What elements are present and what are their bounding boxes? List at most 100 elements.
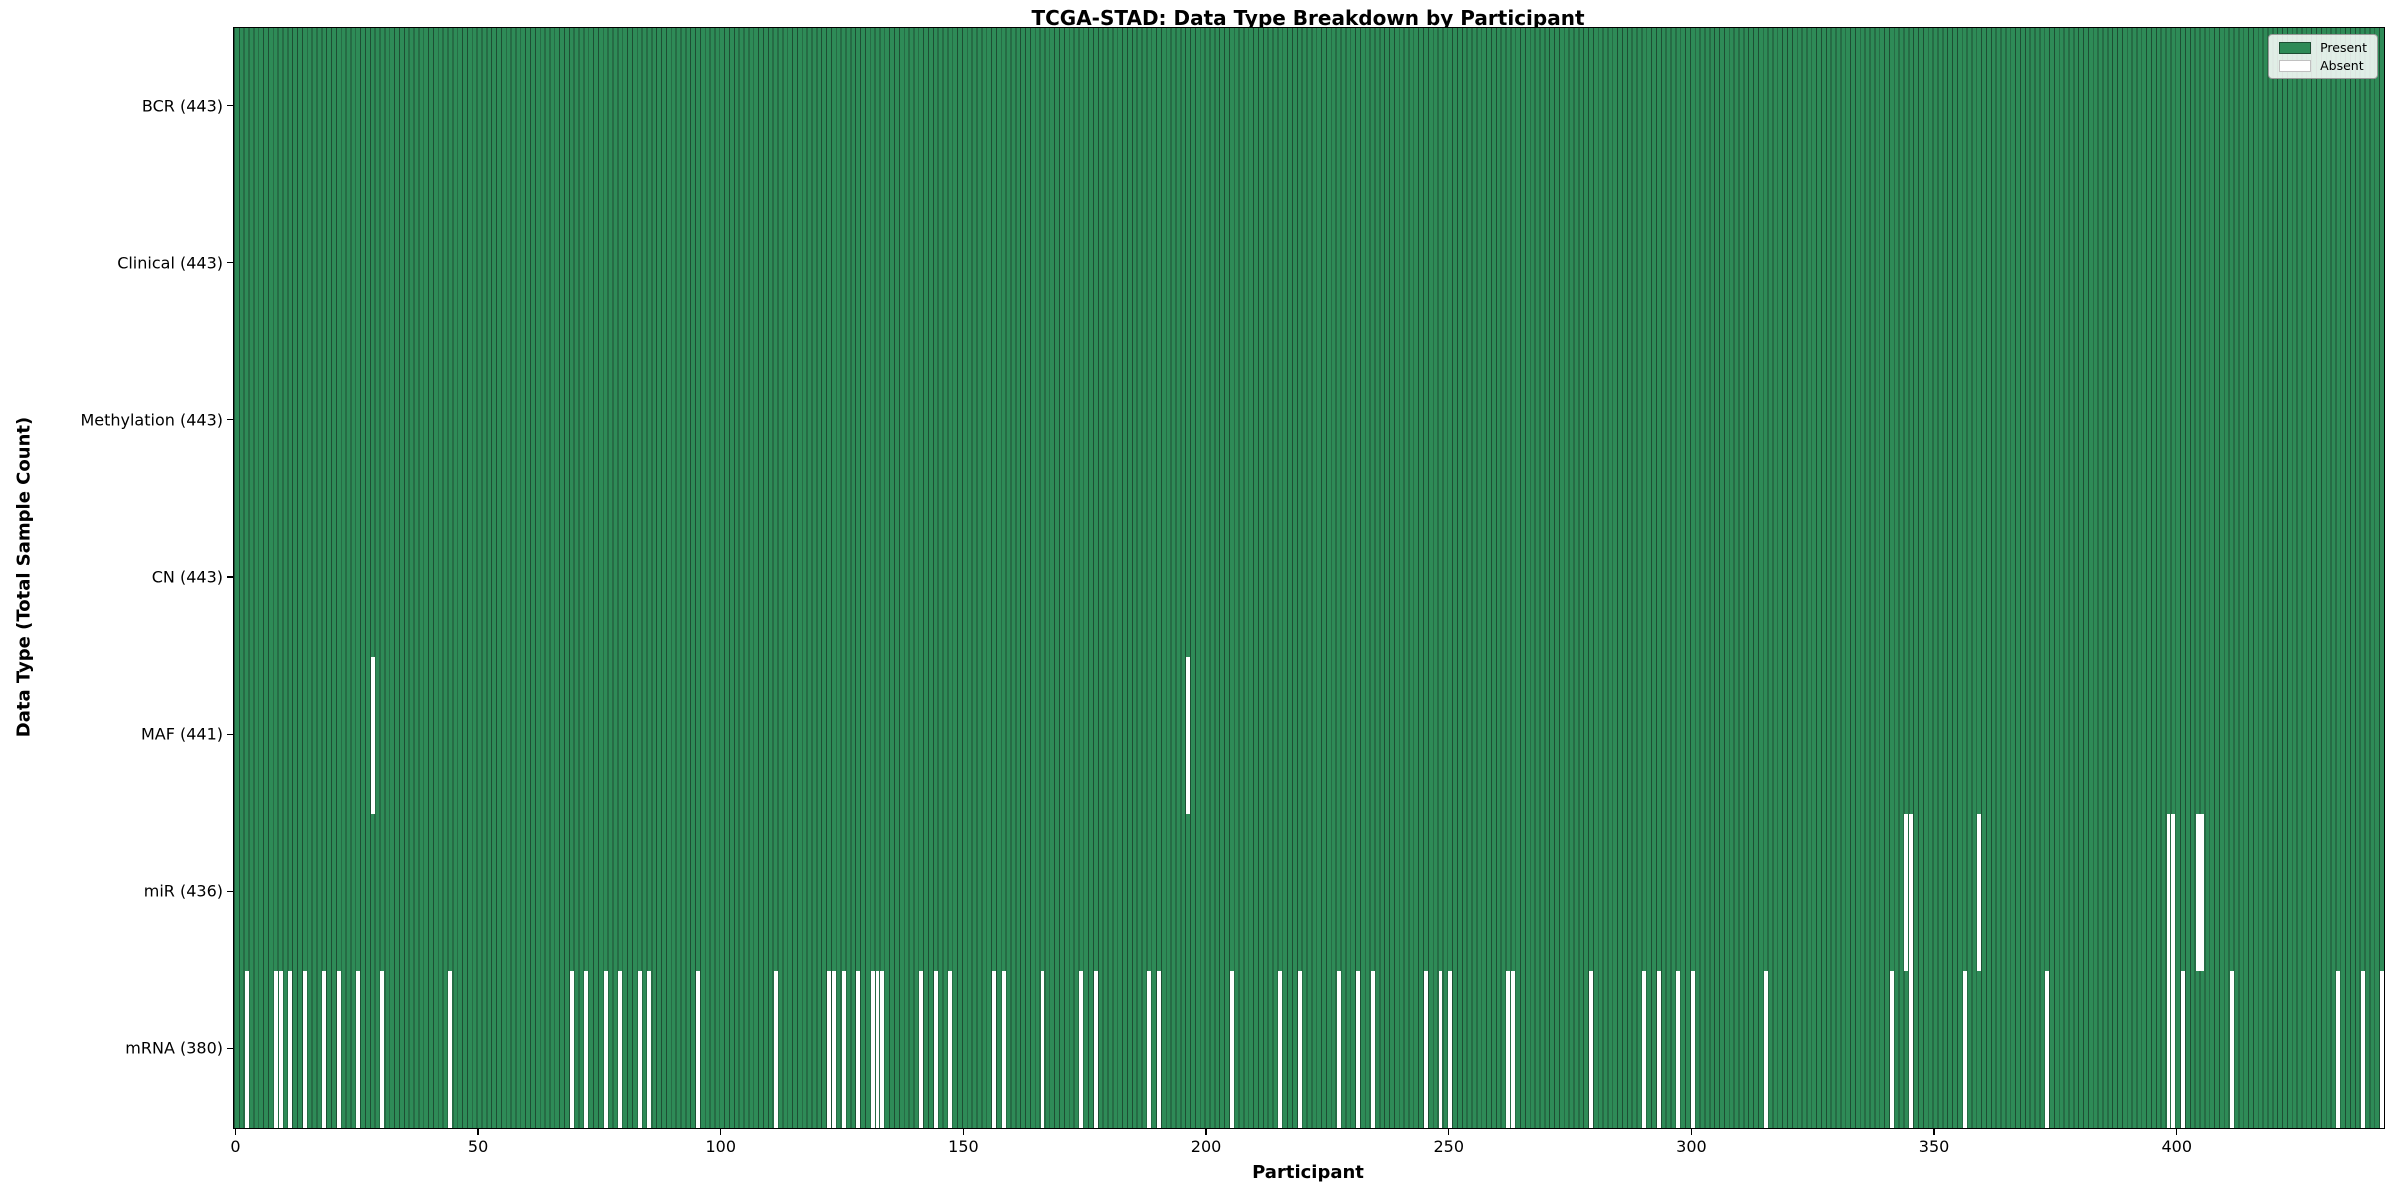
x-tick-mark xyxy=(234,1129,236,1135)
heatmap-row-Clinical xyxy=(234,185,2384,344)
absent-gap xyxy=(919,970,924,1128)
y-tick-label-miR: miR (436) xyxy=(143,881,223,901)
x-tick-label-250: 250 xyxy=(1433,1137,1465,1156)
x-tick-mark xyxy=(1933,1129,1935,1135)
x-tick-mark xyxy=(1690,1129,1692,1135)
absent-gap xyxy=(2336,970,2341,1128)
absent-gap xyxy=(2380,970,2384,1128)
y-tick-mark xyxy=(227,262,233,264)
y-tick-mark xyxy=(227,733,233,735)
absent-gap xyxy=(322,970,327,1128)
absent-gap xyxy=(1297,970,1302,1128)
absent-gap xyxy=(1656,970,1661,1128)
absent-gap xyxy=(336,970,341,1128)
absent-gap xyxy=(2360,970,2365,1128)
absent-gap xyxy=(1040,970,1045,1128)
plot-area: Present Absent xyxy=(233,27,2385,1129)
absent-gap xyxy=(1690,970,1695,1128)
absent-gap xyxy=(2200,813,2205,971)
chart-title: TCGA-STAD: Data Type Breakdown by Partic… xyxy=(1031,6,1585,30)
absent-gap xyxy=(1676,970,1681,1128)
legend-entry-present: Present xyxy=(2279,41,2367,54)
y-tick-label-MAF: MAF (441) xyxy=(140,724,223,744)
legend-label-present: Present xyxy=(2320,40,2367,55)
y-axis-label: Data Type (Total Sample Count) xyxy=(13,416,35,738)
absent-gap xyxy=(1001,970,1006,1128)
legend-label-absent: Absent xyxy=(2320,58,2364,73)
absent-gap xyxy=(1962,970,1967,1128)
absent-gap xyxy=(288,970,293,1128)
absent-gap xyxy=(1157,970,1161,1128)
heatmap-row-miR xyxy=(234,813,2384,972)
y-tick-mark xyxy=(227,890,233,892)
x-tick-mark xyxy=(720,1129,722,1135)
y-tick-mark xyxy=(227,104,233,107)
absent-gap xyxy=(826,970,831,1128)
absent-gap xyxy=(380,970,385,1128)
heatmap-row-Methylation xyxy=(234,342,2384,501)
absent-gap xyxy=(356,970,361,1128)
absent-gap xyxy=(370,656,375,814)
absent-gap xyxy=(1909,813,1914,971)
absent-gap xyxy=(2229,970,2234,1128)
x-tick-label-350: 350 xyxy=(1918,1137,1950,1156)
absent-gap xyxy=(1506,970,1511,1128)
absent-gap xyxy=(870,970,875,1128)
absent-gap xyxy=(773,970,778,1128)
absent-gap xyxy=(2045,970,2050,1128)
absent-gap xyxy=(1889,970,1894,1128)
absent-gap xyxy=(2171,813,2176,971)
x-tick-label-100: 100 xyxy=(705,1137,737,1156)
x-tick-mark xyxy=(477,1129,479,1135)
absent-gap xyxy=(1147,970,1152,1128)
absent-gap xyxy=(448,970,453,1128)
absent-gap xyxy=(695,970,700,1128)
y-tick-mark xyxy=(227,576,233,578)
absent-gap xyxy=(880,970,885,1128)
absent-gap xyxy=(1356,970,1360,1128)
absent-gap xyxy=(1186,656,1191,814)
y-tick-label-mRNA: mRNA (380) xyxy=(125,1038,223,1058)
legend: Present Absent xyxy=(2268,34,2378,79)
x-tick-label-400: 400 xyxy=(2161,1137,2193,1156)
absent-gap xyxy=(1642,970,1647,1128)
x-tick-label-200: 200 xyxy=(1190,1137,1222,1156)
x-tick-mark xyxy=(2176,1129,2178,1135)
heatmap-row-BCR xyxy=(234,28,2384,187)
absent-gap xyxy=(302,970,307,1128)
absent-gap xyxy=(603,970,608,1128)
absent-gap xyxy=(2195,813,2200,971)
y-tick-mark xyxy=(227,419,233,421)
absent-gap xyxy=(831,970,836,1128)
x-tick-label-0: 0 xyxy=(230,1137,241,1156)
absent-gap xyxy=(1336,970,1341,1128)
absent-gap xyxy=(2166,813,2171,971)
y-tick-label-Methylation: Methylation (443) xyxy=(80,410,223,430)
absent-gap xyxy=(618,970,623,1128)
absent-gap xyxy=(1763,970,1768,1128)
absent-gap xyxy=(2166,970,2171,1128)
absent-gap xyxy=(244,970,249,1128)
absent-gap xyxy=(1977,813,1982,971)
absent-gap xyxy=(637,970,642,1128)
absent-gap xyxy=(856,970,861,1128)
x-tick-label-300: 300 xyxy=(1676,1137,1707,1156)
absent-gap xyxy=(1423,970,1428,1128)
present-swatch-icon xyxy=(2279,41,2312,54)
absent-swatch-icon xyxy=(2279,59,2312,72)
x-tick-mark xyxy=(1205,1129,1207,1135)
absent-gap xyxy=(647,970,652,1128)
absent-gap xyxy=(584,970,589,1128)
heatmap-row-CN xyxy=(234,499,2384,658)
absent-gap xyxy=(992,970,996,1128)
absent-gap xyxy=(2181,970,2186,1128)
absent-gap xyxy=(1093,970,1098,1128)
x-tick-label-150: 150 xyxy=(948,1137,979,1156)
y-tick-mark xyxy=(227,1047,233,1050)
absent-gap xyxy=(569,970,574,1128)
y-tick-label-Clinical: Clinical (443) xyxy=(117,253,223,273)
absent-gap xyxy=(841,970,846,1128)
absent-gap xyxy=(933,970,938,1128)
y-tick-label-CN: CN (443) xyxy=(151,567,223,587)
